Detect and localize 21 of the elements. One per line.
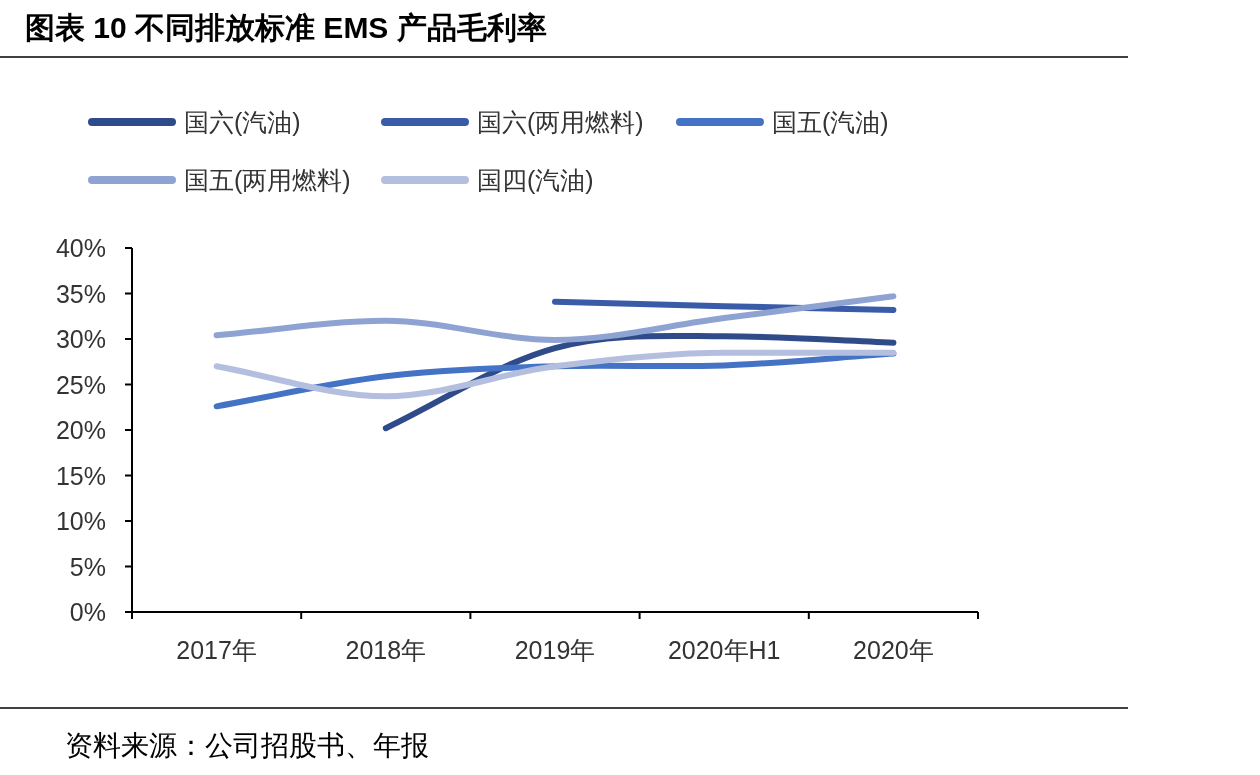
x-tick-label: 2017年 — [176, 636, 257, 664]
y-tick-label: 25% — [55, 370, 106, 399]
y-tick-label: 5% — [69, 552, 106, 581]
legend-label: 国四(汽油) — [477, 166, 594, 194]
legend-label: 国五(两用燃料) — [184, 166, 351, 194]
y-tick-label: 20% — [55, 416, 106, 444]
y-tick-label: 0% — [69, 598, 106, 626]
chart-title: 图表 10 不同排放标准 EMS 产品毛利率 — [25, 11, 547, 44]
y-tick-label: 10% — [55, 507, 106, 535]
y-tick-label: 35% — [55, 279, 106, 308]
text: 资料来源：公司招股书、年报 — [65, 730, 429, 761]
x-tick-label: 2020年 — [853, 636, 934, 664]
x-tick-label: 2019年 — [514, 636, 596, 664]
legend-label: 国六(两用燃料) — [477, 108, 644, 136]
y-tick-label: 30% — [55, 325, 106, 353]
legend-label: 国六(汽油) — [184, 108, 301, 136]
legend-label: 国五(汽油) — [772, 108, 889, 136]
x-tick-label: 2018年 — [345, 636, 427, 664]
y-tick-label: 15% — [55, 461, 106, 490]
y-tick-label: 40% — [55, 234, 106, 262]
x-tick-label: 2020年H1 — [667, 636, 781, 664]
